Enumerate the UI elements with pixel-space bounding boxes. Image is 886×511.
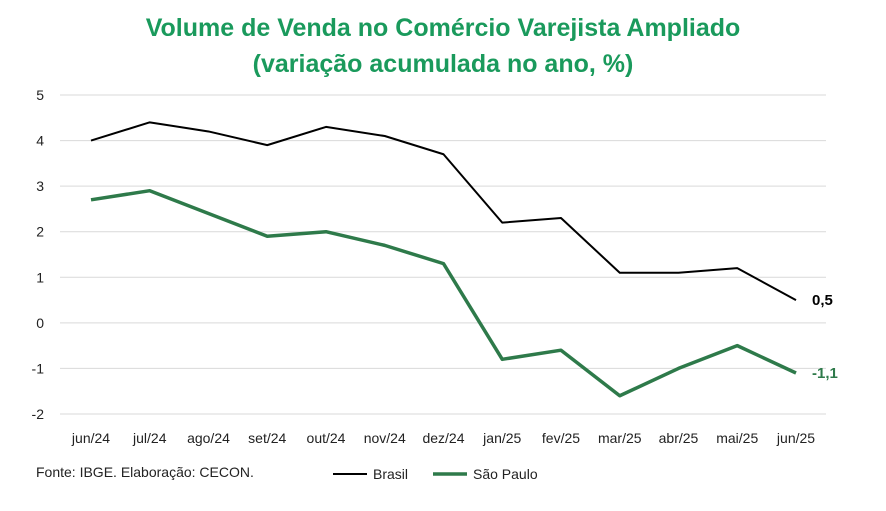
x-tick-label: ago/24 bbox=[187, 430, 230, 446]
chart-title-line1: Volume de Venda no Comércio Varejista Am… bbox=[145, 14, 741, 42]
y-tick-label: 4 bbox=[36, 133, 44, 149]
y-tick-label: -1 bbox=[32, 360, 45, 376]
y-tick-label: 5 bbox=[36, 87, 44, 103]
y-tick-label: 0 bbox=[36, 315, 44, 331]
x-tick-label: abr/25 bbox=[659, 430, 699, 446]
series-line-brasil bbox=[90, 121, 797, 301]
y-tick-label: 1 bbox=[36, 269, 44, 285]
end-label-sao-paulo: -1,1 bbox=[812, 365, 838, 382]
x-tick-label: mar/25 bbox=[598, 430, 642, 446]
series-line-sao-paulo bbox=[90, 188, 797, 398]
x-tick-label: out/24 bbox=[307, 430, 346, 446]
x-tick-label: fev/25 bbox=[542, 430, 580, 446]
y-tick-label: 3 bbox=[36, 178, 44, 194]
end-label-brasil: 0,5 bbox=[812, 292, 833, 309]
legend-brasil-label: Brasil bbox=[373, 466, 408, 482]
x-tick-label: nov/24 bbox=[364, 430, 406, 446]
x-tick-label: jan/25 bbox=[482, 430, 521, 446]
x-tick-label: jun/24 bbox=[71, 430, 110, 446]
legend-sao-paulo-label: São Paulo bbox=[473, 466, 538, 482]
x-tick-label: dez/24 bbox=[422, 430, 464, 446]
x-tick-label: jul/24 bbox=[132, 430, 167, 446]
source-note: Fonte: IBGE. Elaboração: CECON. bbox=[36, 464, 254, 480]
x-tick-label: set/24 bbox=[248, 430, 286, 446]
x-tick-label: mai/25 bbox=[716, 430, 758, 446]
y-tick-label: 2 bbox=[36, 224, 44, 240]
chart-title-line2: (variação acumulada no ano, %) bbox=[252, 50, 634, 78]
x-tick-label: jun/25 bbox=[776, 430, 815, 446]
y-tick-label: -2 bbox=[32, 406, 45, 422]
